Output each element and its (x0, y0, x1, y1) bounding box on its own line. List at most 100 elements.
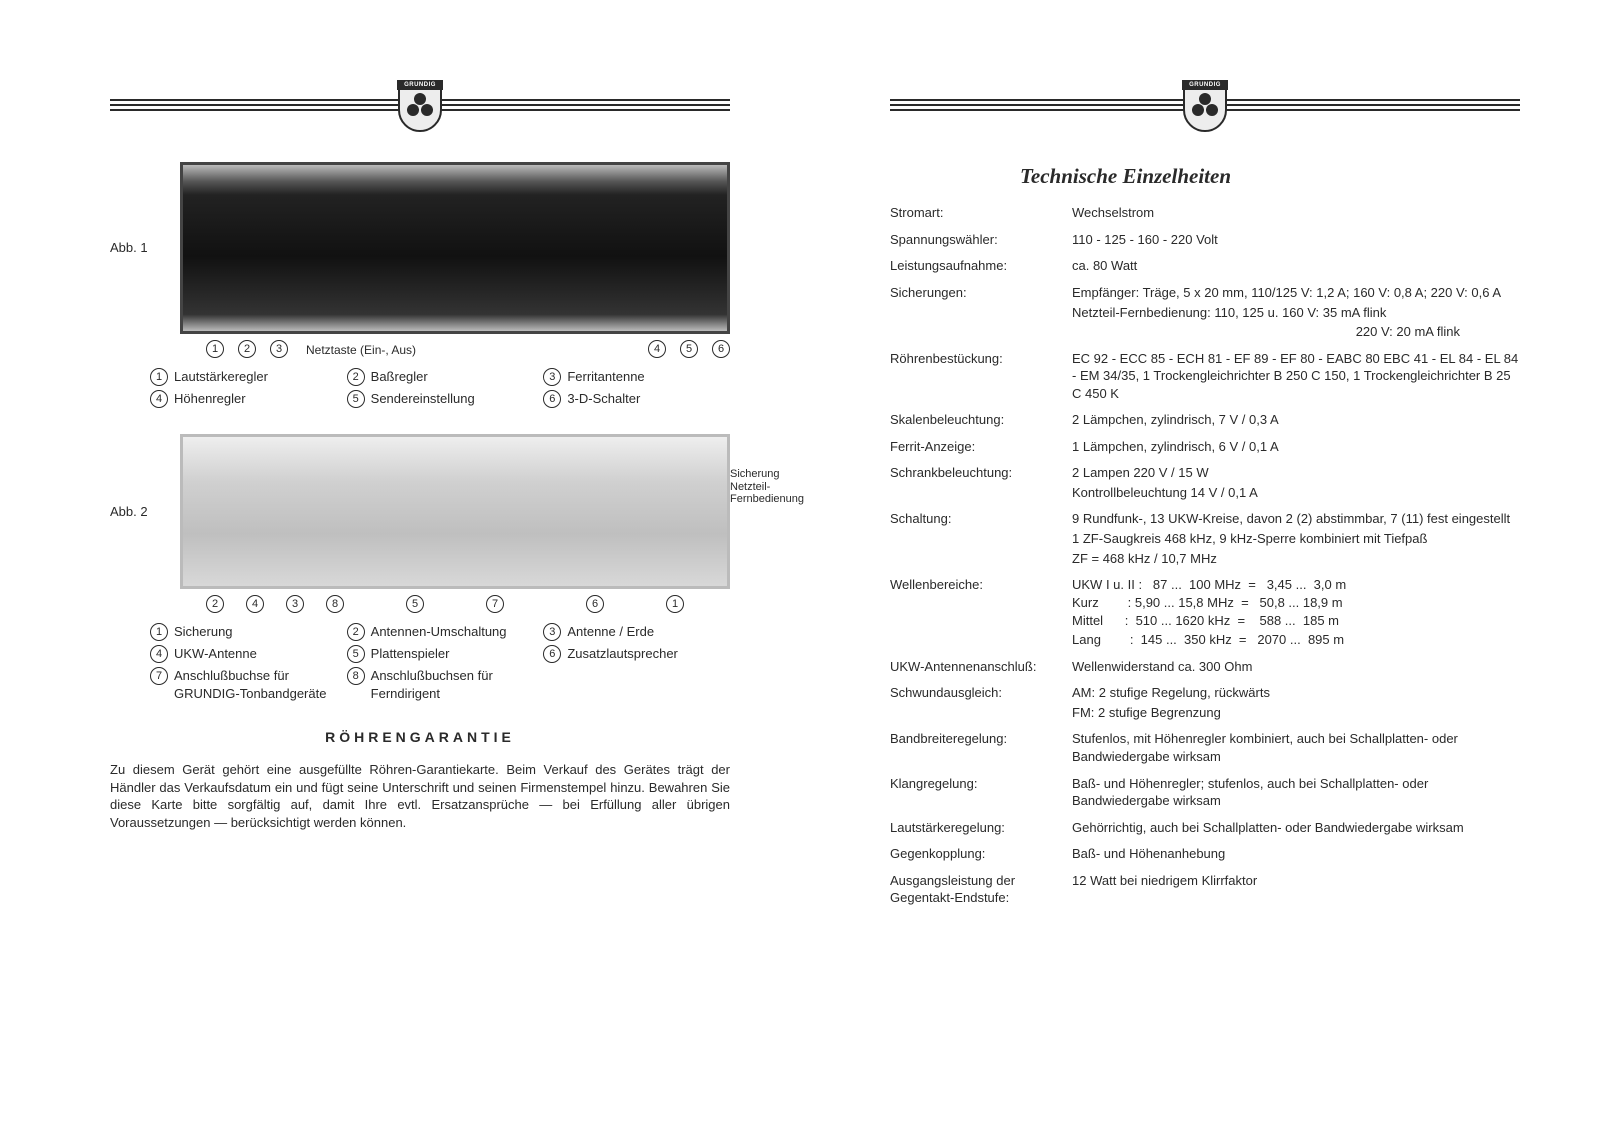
spec-value: ca. 80 Watt (1072, 257, 1520, 275)
spec-label: Leistungsaufnahme: (890, 257, 1062, 275)
spec-value: Baß- und Höhenanhebung (1072, 845, 1520, 863)
spec-value-line: Baß- und Höhenanhebung (1072, 846, 1225, 861)
sidenote-line: Fernbedienung (730, 493, 808, 506)
spec-label: Gegenkopplung: (890, 845, 1062, 863)
spec-row: Leistungsaufnahme: ca. 80 Watt (890, 257, 1520, 275)
clover-icon (1193, 94, 1217, 118)
spec-value: Wechselstrom (1072, 204, 1520, 222)
legend-text: Höhenregler (174, 390, 337, 408)
spec-value-line: 9 Rundfunk-, 13 UKW-Kreise, davon 2 (2) … (1072, 511, 1510, 526)
spec-label: Schaltung: (890, 510, 1062, 567)
spec-label: Ausgangsleistung der Gegentakt-Endstufe: (890, 872, 1062, 907)
fig2-num: 1 (666, 595, 684, 613)
spec-value: 110 - 125 - 160 - 220 Volt (1072, 231, 1520, 249)
fig2-num: 5 (406, 595, 424, 613)
figure-1-numbers: 1 2 3 Netztaste (Ein-, Aus) 4 5 6 (206, 340, 730, 358)
spec-label: Skalenbeleuchtung: (890, 411, 1062, 429)
spec-row: Skalenbeleuchtung: 2 Lämpchen, zylindrisc… (890, 411, 1520, 429)
legend-item: 7Anschlußbuchse für GRUNDIG-Tonbandgerät… (150, 667, 337, 702)
spec-label: Röhrenbestückung: (890, 350, 1062, 403)
spec-label: Klangregelung: (890, 775, 1062, 810)
legend-text: Sicherung (174, 623, 337, 641)
spec-row: Spannungswähler: 110 - 125 - 160 - 220 Vo… (890, 231, 1520, 249)
legend-item: 6Zusatzlautsprecher (543, 645, 730, 663)
stripe-right (1225, 99, 1520, 113)
figure-2-numbers: 2 4 3 8 5 7 6 1 (206, 595, 730, 613)
spec-value-line: 2 Lämpchen, zylindrisch, 7 V / 0,3 A (1072, 412, 1279, 427)
fig2-num: 6 (586, 595, 604, 613)
stripe-left (110, 99, 400, 113)
legend-item: 1Sicherung (150, 623, 337, 641)
spec-value-line: 220 V: 20 mA flink (1072, 323, 1520, 341)
spec-value: UKW I u. II : 87 ... 100 MHz = 3,45 ... … (1072, 576, 1520, 649)
legend-text: Anschlußbuchse für GRUNDIG-Tonbandgeräte (174, 667, 337, 702)
spec-value: 2 Lampen 220 V / 15 W Kontrollbeleuchtung… (1072, 464, 1520, 501)
spec-value-line: Baß- und Höhenregler; stufenlos, auch be… (1072, 776, 1428, 809)
legend-number: 6 (543, 645, 561, 663)
legend-item: 2 Antennen-Umschaltung (347, 623, 534, 641)
fig1-num: 6 (712, 340, 730, 358)
spec-value-line: ca. 80 Watt (1072, 258, 1137, 273)
legend-text: Lautstärkeregler (174, 368, 337, 386)
chassis-photo (180, 434, 730, 589)
stripe-left (890, 99, 1185, 113)
fig2-num: 2 (206, 595, 224, 613)
spec-value: Stufenlos, mit Höhenregler kombiniert, a… (1072, 730, 1520, 765)
warranty-title: RÖHRENGARANTIE (110, 728, 730, 747)
spec-value-line: Kontrollbeleuchtung 14 V / 0,1 A (1072, 484, 1520, 502)
spec-row: Gegenkopplung: Baß- und Höhenanhebung (890, 845, 1520, 863)
figure-1-row: Abb. 1 (110, 162, 730, 334)
legend-number: 3 (543, 368, 561, 386)
spec-value: AM: 2 stufige Regelung, rückwärtsFM: 2 s… (1072, 684, 1520, 721)
fig2-num: 3 (286, 595, 304, 613)
spec-value-line: Empfänger: Träge, 5 x 20 mm, 110/125 V: … (1072, 285, 1501, 300)
spec-row: Lautstärkeregelung: Gehörrichtig, auch be… (890, 819, 1520, 837)
spec-value: Gehörrichtig, auch bei Schallplatten- od… (1072, 819, 1520, 837)
spec-value-line: AM: 2 stufige Regelung, rückwärts (1072, 685, 1270, 700)
legend-text: Baßregler (371, 368, 534, 386)
fig2-num: 7 (486, 595, 504, 613)
spec-value-line: 110 - 125 - 160 - 220 Volt (1072, 232, 1218, 247)
wavelength-table: UKW I u. II : 87 ... 100 MHz = 3,45 ... … (1072, 576, 1520, 649)
fig1-num: 3 (270, 340, 288, 358)
stripe-right (440, 99, 730, 113)
radio-front-photo (180, 162, 730, 334)
spec-value-line: Stufenlos, mit Höhenregler kombiniert, a… (1072, 731, 1458, 764)
spec-value: Wellenwiderstand ca. 300 Ohm (1072, 658, 1520, 676)
fig1-num: 5 (680, 340, 698, 358)
spec-value: 1 Lämpchen, zylindrisch, 6 V / 0,1 A (1072, 438, 1520, 456)
spec-row: Ausgangsleistung der Gegentakt-Endstufe:… (890, 872, 1520, 907)
grundig-logo: GRUNDIG (398, 80, 442, 132)
legend-text: Anschlußbuchsen für Ferndirigent (371, 667, 534, 702)
legend-item: 5Plattenspieler (347, 645, 534, 663)
spec-row: Sicherungen: Empfänger: Träge, 5 x 20 mm,… (890, 284, 1520, 341)
legend-item: 3Antenne / Erde (543, 623, 730, 641)
spec-row: Röhrenbestückung:EC 92 - ECC 85 - ECH 81… (890, 350, 1520, 403)
logo-text: GRUNDIG (1182, 80, 1228, 90)
spec-label: Schwundausgleich: (890, 684, 1062, 721)
spec-label: Wellenbereiche: (890, 576, 1062, 649)
spec-value: Empfänger: Träge, 5 x 20 mm, 110/125 V: … (1072, 284, 1520, 341)
sidenote-line: Sicherung (730, 468, 808, 481)
legend-number: 2 (347, 623, 365, 641)
spec-row: Klangregelung: Baß- und Höhenregler; stuf… (890, 775, 1520, 810)
legend-number: 3 (543, 623, 561, 641)
legend-text: Sendereinstellung (371, 390, 534, 408)
legend-text: UKW-Antenne (174, 645, 337, 663)
legend-number: 8 (347, 667, 365, 685)
spec-value-line: 2 Lampen 220 V / 15 W (1072, 465, 1209, 480)
legend-item: 1Lautstärkeregler (150, 368, 337, 386)
legend-number: 5 (347, 390, 365, 408)
legend-text: Antennen-Umschaltung (371, 623, 534, 641)
spec-label: Lautstärkeregelung: (890, 819, 1062, 837)
legend-number: 5 (347, 645, 365, 663)
legend-item: 8 Anschlußbuchsen für Ferndirigent (347, 667, 534, 702)
legend-item: 4UKW-Antenne (150, 645, 337, 663)
figure-1-legend: 1Lautstärkeregler2Baßregler3Ferritantenn… (150, 368, 730, 408)
spec-label: Sicherungen: (890, 284, 1062, 341)
fig2-num: 8 (326, 595, 344, 613)
spec-label: Spannungswähler: (890, 231, 1062, 249)
spec-row: UKW-Antennenanschluß:Wellenwiderstand ca… (890, 658, 1520, 676)
spec-label: Bandbreiteregelung: (890, 730, 1062, 765)
fig2-num: 4 (246, 595, 264, 613)
